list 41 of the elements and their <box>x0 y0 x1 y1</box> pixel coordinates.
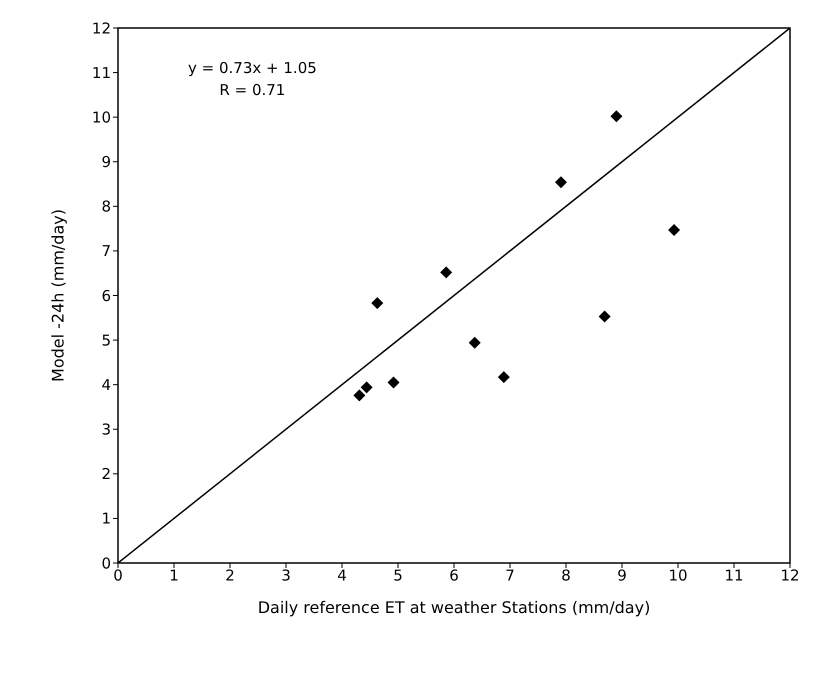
y-axis-title: Model -24h (mm/day) <box>48 209 68 382</box>
y-tick-label: 9 <box>101 153 111 172</box>
x-tick-label: 4 <box>337 566 347 585</box>
point <box>353 389 366 402</box>
point <box>554 176 567 188</box>
x-axis-title: Daily reference ET at weather Stations (mm/day) <box>258 598 650 617</box>
y-tick-label: 0 <box>101 554 111 572</box>
x-tick-label: 2 <box>225 566 235 585</box>
y-tick-label: 2 <box>101 465 111 484</box>
y-tick-label: 7 <box>101 242 111 260</box>
y-tick-label: 5 <box>101 331 111 350</box>
x-tick-label: 1 <box>169 566 179 585</box>
x-tick-label: 12 <box>780 566 800 585</box>
y-tick-label: 12 <box>92 19 111 38</box>
x-tick-label: 3 <box>281 566 291 585</box>
x-tick-label: 7 <box>505 566 515 585</box>
x-tick-label: 10 <box>668 566 688 585</box>
y-tick-label: 1 <box>101 510 111 528</box>
point <box>498 371 510 384</box>
point <box>668 224 680 236</box>
point <box>468 336 481 349</box>
point <box>360 381 373 394</box>
point <box>388 376 400 388</box>
y-tick-label: 6 <box>101 286 111 305</box>
x-tick-label: 11 <box>724 566 744 585</box>
y-tick-label: 10 <box>92 108 111 126</box>
x-tick-label: 5 <box>393 566 403 585</box>
x-tick-label: 8 <box>561 566 571 585</box>
annotation: R = 0.71 <box>219 81 286 99</box>
y-tick-label: 8 <box>101 198 111 216</box>
y-tick-label: 4 <box>101 376 111 394</box>
x-tick-label: 0 <box>113 566 123 585</box>
point <box>610 110 622 122</box>
point <box>598 310 611 322</box>
x-tick-label: 9 <box>617 566 627 585</box>
y-tick-label: 3 <box>101 420 111 439</box>
point <box>440 266 452 278</box>
point <box>371 297 384 310</box>
x-tick-label: 6 <box>449 566 459 585</box>
y-tick-label: 11 <box>92 64 111 82</box>
annotation: y = 0.73x + 1.05 <box>188 59 317 77</box>
